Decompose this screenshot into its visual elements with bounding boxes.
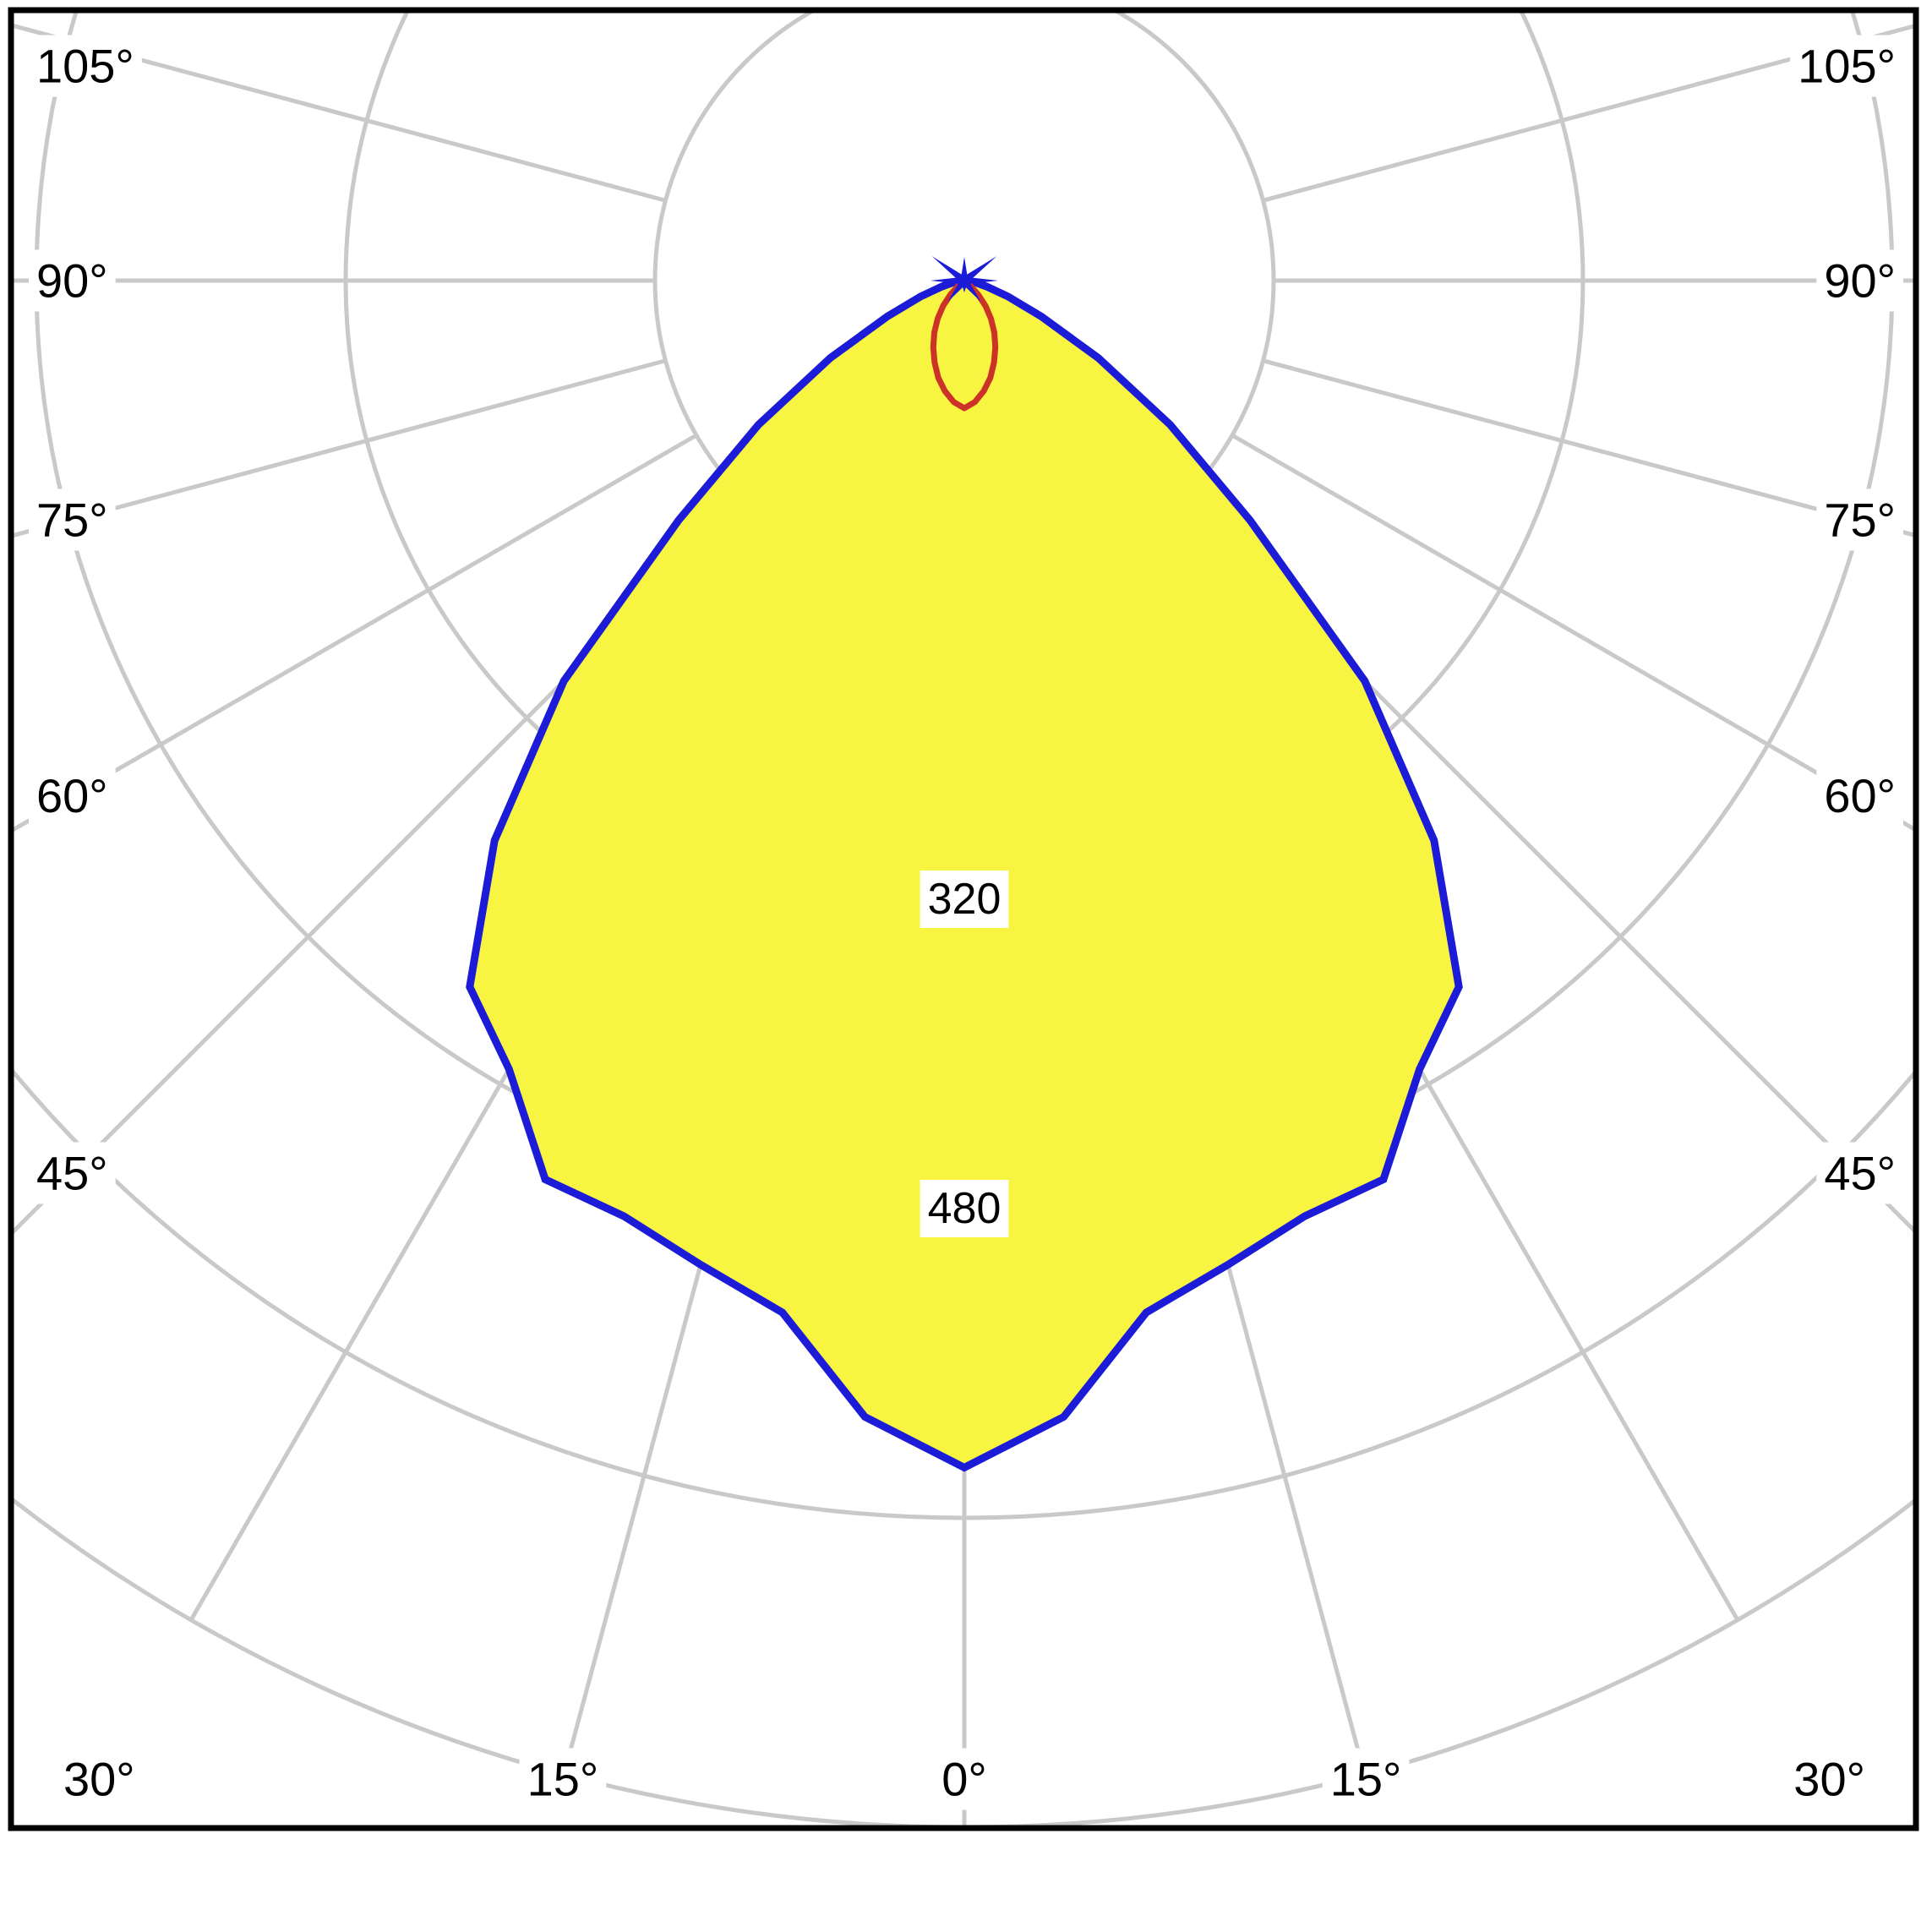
intensity-curve-c90-c270 (930, 277, 999, 412)
angle-label-15-left-bg (519, 1748, 607, 1810)
star-ray (931, 276, 964, 285)
angle-label-90-right-edge: 90° (1824, 254, 1896, 308)
angle-label-0-bg (934, 1748, 995, 1810)
star-ray (964, 276, 998, 285)
angle-label-75-right-edge: 75° (1824, 493, 1896, 546)
angle-label-15-right: 15° (1330, 1753, 1402, 1806)
ring-label-320-bg (920, 870, 1009, 928)
angle-label-105-right-edge-bg (1790, 35, 1903, 97)
luminaire-star-marker (931, 256, 998, 303)
angle-label-60-right-edge-bg (1816, 765, 1903, 827)
angle-label-30-left: 30° (63, 1753, 135, 1806)
grid-ray-60-left (11, 433, 698, 834)
labels-layer: 320 480 0° 15° 15° 30° 30° 45° 45° 60° 60° 75° 75° 90… (29, 35, 1903, 1810)
angle-label-30-right: 30° (1793, 1753, 1865, 1806)
angle-label-75-right-edge-bg (1816, 488, 1903, 551)
angle-label-90-right-edge-bg (1816, 249, 1903, 312)
ring-label-480: 480 (928, 1184, 1001, 1233)
angle-label-45-left-edge: 45° (36, 1147, 108, 1200)
angle-label-60-right-edge: 60° (1824, 769, 1896, 822)
angle-label-15-left: 15° (527, 1753, 599, 1806)
angle-label-45-right-edge-bg (1816, 1142, 1903, 1204)
angle-label-30-left-bg (56, 1748, 143, 1810)
angle-label-105-right-edge: 105° (1798, 40, 1896, 93)
star-ray (962, 256, 997, 284)
angle-label-90-left-edge-bg (29, 249, 116, 312)
angle-label-75-left-edge-bg (29, 488, 116, 551)
angle-label-30-right-bg (1786, 1748, 1873, 1810)
star-ray (931, 256, 967, 284)
angle-label-90-left-edge: 90° (36, 254, 108, 308)
angle-label-45-right-edge: 45° (1824, 1147, 1896, 1200)
angle-label-75-left-edge: 75° (36, 493, 108, 546)
angle-label-0: 0° (941, 1753, 987, 1806)
angle-label-105-left-edge: 105° (36, 40, 134, 93)
angle-label-45-left-edge-bg (29, 1142, 116, 1204)
star-ray (960, 281, 969, 292)
ring-label-480-bg (920, 1180, 1009, 1237)
grid-ray-60-right (1231, 433, 1916, 832)
angle-label-60-left-edge: 60° (36, 769, 108, 822)
angle-label-105-left-edge-bg (29, 35, 142, 97)
angle-label-60-left-edge-bg (29, 765, 116, 827)
star-ray (960, 257, 969, 281)
ring-label-320: 320 (928, 875, 1001, 924)
angle-label-15-right-bg (1322, 1748, 1410, 1810)
plot-frame (8, 7, 1919, 1831)
